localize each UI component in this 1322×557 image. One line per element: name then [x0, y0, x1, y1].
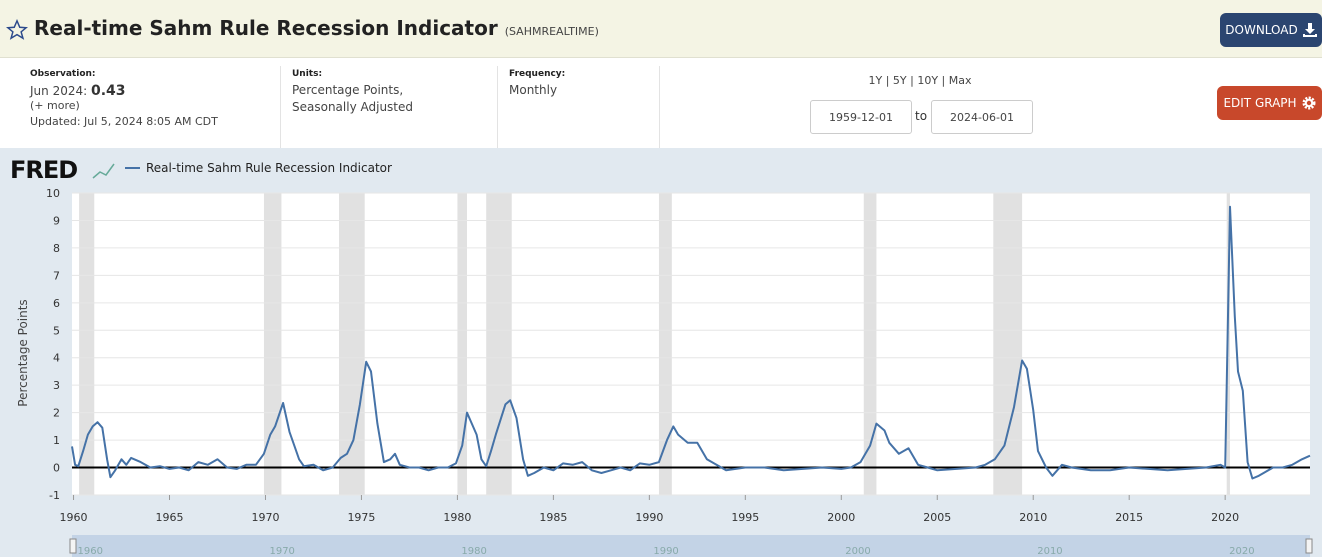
edit-graph-button[interactable]: EDIT GRAPH — [1217, 86, 1322, 120]
navigator-handle[interactable] — [69, 538, 77, 554]
frequency: Frequency: Monthly — [509, 58, 565, 148]
y-tick-label: 3 — [53, 379, 60, 392]
navigator-label: 1980 — [461, 546, 486, 557]
more-link[interactable]: (+ more) — [30, 99, 80, 112]
start-date-input[interactable]: 1959-12-01 — [810, 100, 912, 134]
divider — [497, 66, 498, 148]
series-line — [71, 205, 1311, 480]
divider — [659, 66, 660, 148]
recession-band — [79, 193, 95, 495]
x-tick-label: 1985 — [539, 511, 567, 524]
recession-band — [263, 193, 282, 495]
updated: Updated: Jul 5, 2024 8:05 AM CDT — [30, 115, 218, 128]
title-text: Real-time Sahm Rule Recession Indicator — [34, 16, 498, 40]
download-icon — [1302, 23, 1317, 37]
recession-band — [658, 193, 672, 495]
divider — [280, 66, 281, 148]
navigator-label: 1990 — [653, 546, 678, 557]
observation-value: 0.43 — [90, 83, 126, 99]
navigator-handle[interactable] — [1305, 538, 1313, 554]
favorite-star[interactable] — [6, 19, 28, 41]
y-tick-label: 6 — [53, 297, 60, 310]
edit-graph-label: EDIT GRAPH — [1223, 96, 1297, 110]
x-tick-label: 2010 — [1019, 511, 1047, 524]
x-tick-label: 2005 — [923, 511, 951, 524]
navigator-label: 2010 — [1037, 546, 1062, 557]
frequency-value: Monthly — [509, 83, 558, 97]
frequency-label: Frequency: — [509, 69, 566, 79]
x-tick-label: 1975 — [347, 511, 375, 524]
observation-label: Observation: — [30, 69, 96, 79]
navigator — [72, 535, 1310, 557]
header: Real-time Sahm Rule Recession Indicator … — [0, 0, 1322, 58]
x-tick-label: 1970 — [251, 511, 279, 524]
observation-date: Jun 2024: — [30, 84, 88, 98]
y-tick-label: 1 — [53, 434, 60, 447]
x-tick-label: 2015 — [1115, 511, 1143, 524]
units-label: Units: — [292, 69, 323, 79]
y-tick-label: 0 — [53, 462, 60, 475]
navigator-label: 2020 — [1229, 546, 1254, 557]
recession-band — [486, 193, 512, 495]
gear-icon — [1302, 96, 1316, 110]
title: Real-time Sahm Rule Recession Indicator … — [34, 16, 599, 40]
legend-label: Real-time Sahm Rule Recession Indicator — [146, 161, 392, 175]
series-id: (SAHMREALTIME) — [504, 25, 599, 38]
to-label: to — [915, 109, 928, 123]
download-button[interactable]: DOWNLOAD — [1220, 13, 1322, 47]
x-tick-label: 1995 — [731, 511, 759, 524]
x-tick-label: 2020 — [1211, 511, 1239, 524]
chart: FRED Real-time Sahm Rule Recession Indic… — [0, 148, 1322, 557]
units-line: Seasonally Adjusted — [292, 100, 414, 114]
y-tick-label: 8 — [53, 242, 60, 255]
observation: Observation: Jun 2024: 0.43 (+ more) Upd… — [30, 58, 218, 148]
recession-band — [457, 193, 468, 495]
y-tick-label: 10 — [46, 187, 60, 200]
x-tick-label: 1965 — [156, 511, 184, 524]
recession-band — [993, 193, 1023, 495]
y-tick-label: 7 — [53, 269, 60, 282]
x-tick-label: 1980 — [443, 511, 471, 524]
y-axis-label: Percentage Points — [16, 299, 30, 406]
logo-icon — [92, 163, 115, 179]
navigator-label: 1960 — [78, 546, 103, 557]
fred-logo: FRED — [10, 156, 77, 184]
x-tick-label: 1990 — [635, 511, 663, 524]
recession-band — [863, 193, 877, 495]
units-line: Percentage Points, — [292, 83, 404, 97]
units: Units: Percentage Points, Seasonally Adj… — [292, 58, 413, 148]
y-tick-label: 9 — [53, 214, 60, 227]
y-tick-label: -1 — [49, 489, 60, 502]
navigator-label: 2000 — [845, 546, 870, 557]
y-tick-label: 2 — [53, 407, 60, 420]
x-tick-label: 1960 — [60, 511, 88, 524]
y-tick-label: 5 — [53, 324, 60, 337]
range-links[interactable]: 1Y | 5Y | 10Y | Max — [868, 74, 972, 87]
recession-band — [338, 193, 365, 495]
download-label: DOWNLOAD — [1225, 23, 1298, 37]
plot-area — [72, 193, 1310, 495]
navigator-label: 1970 — [269, 546, 294, 557]
y-tick-label: 4 — [53, 352, 60, 365]
x-tick-label: 2000 — [827, 511, 855, 524]
end-date-input[interactable]: 2024-06-01 — [931, 100, 1033, 134]
